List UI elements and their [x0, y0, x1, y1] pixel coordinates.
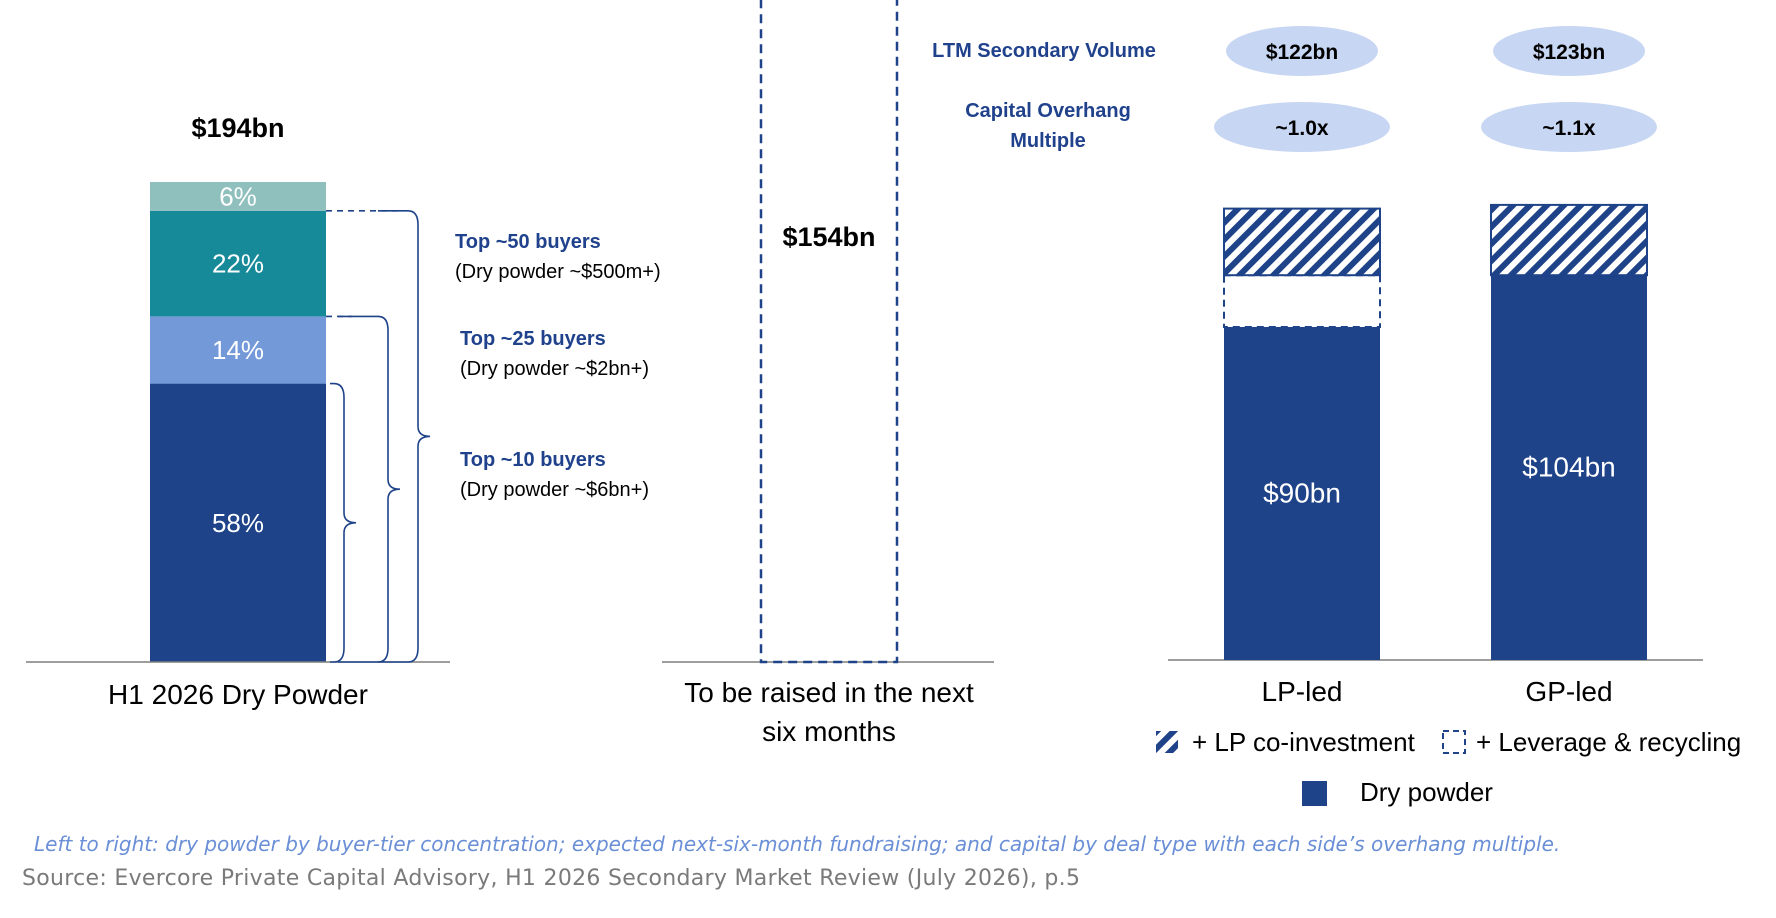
pill-ltm-2	[1493, 26, 1645, 76]
bar-label-gp-led: $104bn	[1522, 452, 1615, 483]
segment-label: 58%	[212, 508, 264, 538]
pill-overhang-value-2: ~1.1x	[1542, 117, 1595, 140]
category-label-dry-powder: H1 2026 Dry Powder	[108, 679, 368, 710]
bracket-title-3: Top ~10 buyers	[460, 449, 606, 471]
category-label-raise-1: To be raised in the next	[684, 677, 974, 708]
bracket-top25	[338, 315, 401, 663]
bracket-top50	[378, 210, 431, 663]
bracket-detail-3: (Dry powder ~$6bn+)	[460, 479, 649, 501]
legend-label-co-investment: + LP co-investment	[1192, 727, 1416, 757]
bar-dry-powder-lp-led	[1224, 327, 1380, 660]
segment-label: 6%	[219, 181, 257, 211]
bar-co-investment-lp-led	[1223, 207, 1381, 277]
total-label-154: $154bn	[782, 222, 875, 252]
bracket-detail-2: (Dry powder ~$2bn+)	[460, 358, 649, 380]
bar-dry-powder-gp-led	[1491, 275, 1647, 660]
header-ltm-volume: LTM Secondary Volume	[932, 40, 1156, 62]
bar-segment-58pct	[150, 383, 326, 662]
pill-ltm-value-1: $122bn	[1266, 41, 1338, 64]
pill-overhang-1	[1214, 102, 1390, 152]
source-note: Source: Evercore Private Capital Advisor…	[22, 866, 1081, 891]
bar-leverage-lp-led	[1223, 274, 1381, 329]
category-label-lp-led: LP-led	[1262, 676, 1343, 707]
total-label-194: $194bn	[191, 113, 284, 143]
bar-segment-6pct	[150, 182, 326, 211]
category-label-raise-2: six months	[762, 716, 896, 747]
bar-to-be-raised	[759, 0, 899, 664]
bracket-detail-1: (Dry powder ~$500m+)	[455, 261, 661, 283]
header-overhang-1: Capital Overhang	[965, 100, 1131, 122]
bar-label-lp-led: $90bn	[1263, 478, 1341, 509]
bracket-title-2: Top ~25 buyers	[460, 328, 606, 350]
legend-label-leverage: + Leverage & recycling	[1476, 727, 1741, 757]
bracket-title-1: Top ~50 buyers	[455, 231, 601, 253]
category-label-gp-led: GP-led	[1525, 676, 1612, 707]
legend-label-dry-powder: Dry powder	[1360, 777, 1493, 807]
bar-segment-14pct	[150, 316, 326, 384]
chart-caption: Left to right: dry powder by buyer-tier …	[34, 832, 1561, 856]
bar-segment-22pct	[150, 210, 326, 317]
pill-overhang-2	[1481, 102, 1657, 152]
segment-label: 14%	[212, 335, 264, 365]
header-overhang-2: Multiple	[1010, 130, 1086, 152]
segment-label: 22%	[212, 249, 264, 279]
legend-swatch-leverage	[1442, 730, 1466, 754]
pill-ltm-1	[1226, 26, 1378, 76]
legend-swatch-dry-powder	[1302, 781, 1327, 806]
legend-swatch-co-investment	[1156, 731, 1178, 753]
bar-co-investment-gp-led	[1490, 203, 1648, 277]
bracket-top10	[330, 382, 357, 663]
pill-ltm-value-2: $123bn	[1533, 41, 1605, 64]
pill-overhang-value-1: ~1.0x	[1275, 117, 1328, 140]
